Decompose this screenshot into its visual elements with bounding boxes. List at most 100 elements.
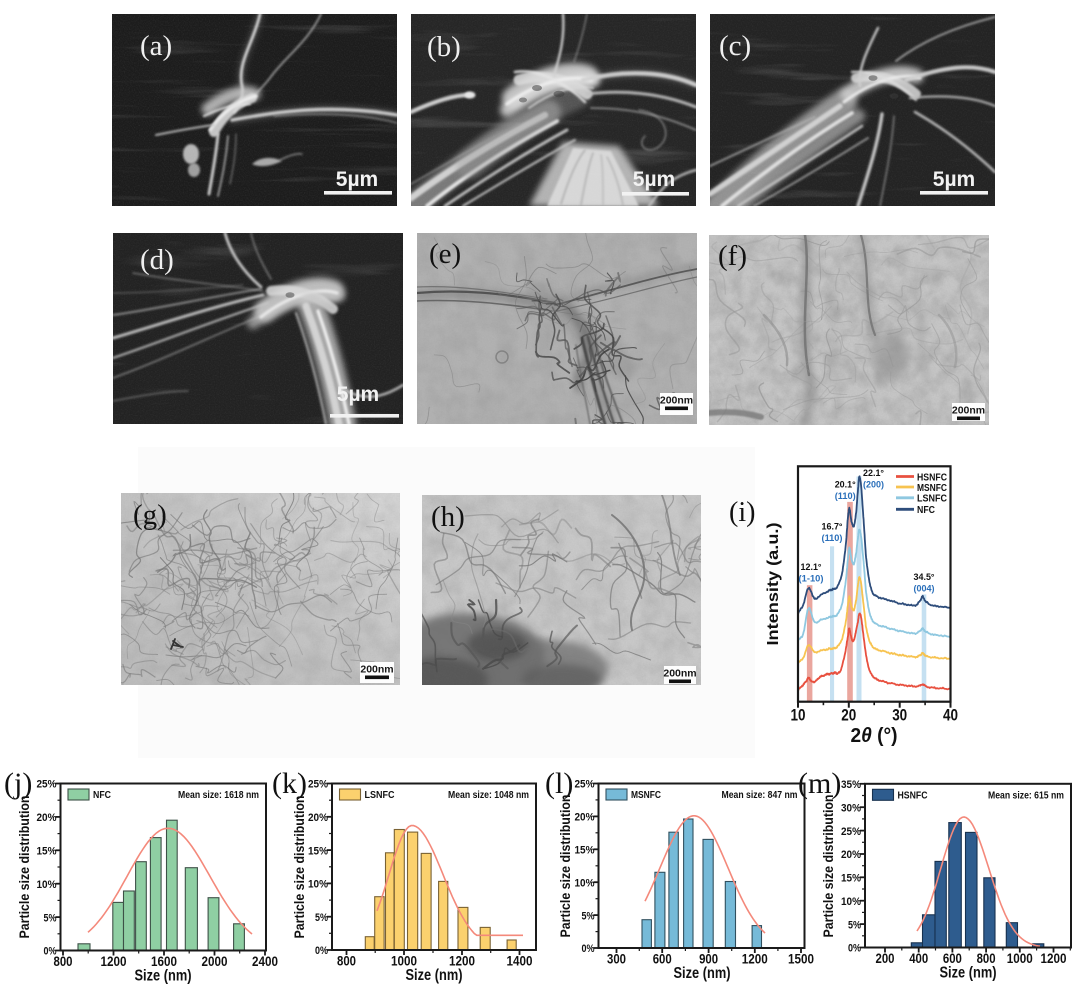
svg-text:5%: 5% — [315, 912, 328, 924]
svg-text:600: 600 — [653, 951, 672, 967]
svg-text:20%: 20% — [308, 812, 328, 824]
svg-text:10: 10 — [791, 706, 806, 725]
svg-text:Size (nm): Size (nm) — [674, 965, 731, 982]
svg-text:200: 200 — [876, 950, 895, 966]
svg-text:Particle size distribution: Particle size distribution — [17, 796, 32, 939]
svg-text:Particle size distribution: Particle size distribution — [821, 795, 836, 938]
svg-text:(1-10): (1-10) — [799, 574, 824, 585]
svg-text:200nm: 200nm — [663, 668, 696, 680]
svg-text:(f): (f) — [718, 240, 747, 272]
svg-text:(004): (004) — [914, 583, 935, 594]
svg-text:(c): (c) — [719, 30, 751, 62]
svg-text:(b): (b) — [427, 31, 461, 63]
svg-text:15%: 15% — [308, 845, 328, 857]
svg-text:800: 800 — [977, 950, 996, 966]
svg-text:5µm: 5µm — [933, 168, 975, 191]
svg-text:0%: 0% — [315, 945, 328, 957]
svg-text:(j): (j) — [4, 767, 32, 800]
svg-text:(l): (l) — [545, 767, 573, 800]
svg-text:Size (nm): Size (nm) — [940, 965, 997, 982]
svg-text:20%: 20% — [575, 812, 595, 824]
svg-text:Particle size distribution: Particle size distribution — [292, 796, 307, 939]
svg-text:15%: 15% — [37, 846, 57, 858]
svg-text:1000: 1000 — [1007, 950, 1033, 966]
svg-text:600: 600 — [943, 950, 962, 966]
svg-text:(200): (200) — [863, 479, 884, 490]
svg-text:Mean size: 615 nm: Mean size: 615 nm — [988, 790, 1064, 801]
svg-text:5µm: 5µm — [633, 168, 675, 191]
svg-text:22.1°: 22.1° — [863, 468, 884, 479]
svg-text:(110): (110) — [835, 491, 856, 502]
svg-text:200nm: 200nm — [952, 405, 985, 417]
svg-text:2000: 2000 — [202, 953, 228, 969]
svg-text:Size (nm): Size (nm) — [135, 968, 192, 985]
svg-text:1200: 1200 — [449, 953, 475, 969]
svg-text:400: 400 — [909, 950, 928, 966]
svg-text:25%: 25% — [841, 826, 861, 838]
svg-text:(i): (i) — [729, 497, 755, 528]
svg-text:Intensity (a.u.): Intensity (a.u.) — [765, 523, 782, 646]
svg-text:300: 300 — [607, 951, 626, 967]
svg-text:HSNFC: HSNFC — [917, 472, 947, 483]
svg-text:LSNFC: LSNFC — [365, 790, 395, 801]
svg-text:NFC: NFC — [93, 790, 111, 801]
svg-text:20.1°: 20.1° — [835, 480, 856, 491]
svg-text:25%: 25% — [575, 779, 595, 791]
svg-text:20%: 20% — [37, 812, 57, 824]
svg-text:1500: 1500 — [788, 951, 814, 967]
svg-text:30: 30 — [892, 706, 907, 725]
svg-text:1200: 1200 — [1041, 950, 1067, 966]
svg-text:800: 800 — [337, 953, 356, 969]
svg-text:MSNFC: MSNFC — [631, 790, 661, 801]
svg-text:1200: 1200 — [742, 951, 768, 967]
svg-text:5µm: 5µm — [336, 168, 378, 191]
svg-text:5%: 5% — [582, 910, 595, 922]
svg-text:16.7°: 16.7° — [822, 522, 843, 533]
svg-text:(110): (110) — [822, 533, 843, 544]
svg-text:Size (nm): Size (nm) — [406, 967, 463, 984]
svg-text:20: 20 — [841, 706, 856, 725]
svg-text:(e): (e) — [429, 238, 461, 270]
svg-text:HSNFC: HSNFC — [898, 790, 928, 801]
svg-text:(d): (d) — [140, 244, 174, 276]
svg-text:10%: 10% — [575, 877, 595, 889]
svg-text:(m): (m) — [798, 767, 841, 800]
svg-text:200nm: 200nm — [660, 395, 693, 407]
svg-text:0%: 0% — [582, 943, 595, 955]
svg-text:0%: 0% — [848, 943, 861, 955]
svg-text:Mean size: 1048 nm: Mean size: 1048 nm — [448, 790, 529, 801]
svg-text:MSNFC: MSNFC — [917, 483, 947, 494]
svg-text:2θ (°): 2θ (°) — [851, 725, 898, 747]
svg-text:(k): (k) — [272, 767, 307, 800]
svg-text:200nm: 200nm — [360, 664, 393, 676]
svg-text:1400: 1400 — [507, 953, 533, 969]
svg-text:20%: 20% — [841, 849, 861, 861]
svg-text:Mean size: 1618 nm: Mean size: 1618 nm — [178, 790, 259, 801]
svg-text:10%: 10% — [308, 879, 328, 891]
svg-text:10%: 10% — [841, 896, 861, 908]
svg-text:12.1°: 12.1° — [801, 562, 822, 573]
svg-text:2400: 2400 — [252, 953, 278, 969]
svg-text:800: 800 — [54, 953, 73, 969]
svg-text:1600: 1600 — [151, 953, 177, 969]
svg-text:10%: 10% — [37, 879, 57, 891]
svg-text:NFC: NFC — [917, 505, 935, 516]
svg-text:900: 900 — [699, 951, 718, 967]
svg-text:35%: 35% — [841, 779, 861, 791]
svg-text:1200: 1200 — [101, 953, 127, 969]
svg-text:0%: 0% — [44, 946, 57, 958]
svg-text:5µm: 5µm — [337, 383, 379, 406]
svg-text:1000: 1000 — [391, 953, 417, 969]
svg-text:15%: 15% — [841, 873, 861, 885]
svg-text:15%: 15% — [575, 845, 595, 857]
svg-text:(g): (g) — [133, 499, 167, 531]
svg-text:Mean size: 847 nm: Mean size: 847 nm — [722, 790, 798, 801]
svg-text:25%: 25% — [37, 779, 57, 791]
svg-text:25%: 25% — [308, 779, 328, 791]
svg-text:(a): (a) — [140, 30, 172, 62]
svg-text:5%: 5% — [848, 919, 861, 931]
svg-text:LSNFC: LSNFC — [917, 494, 947, 505]
svg-text:30%: 30% — [841, 802, 861, 814]
svg-text:5%: 5% — [44, 912, 57, 924]
svg-text:34.5°: 34.5° — [914, 572, 935, 583]
